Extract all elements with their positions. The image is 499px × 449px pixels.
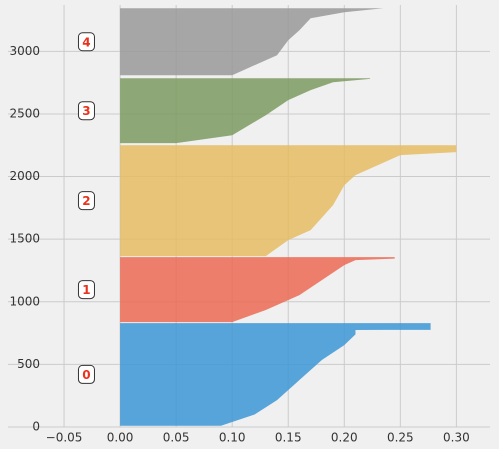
cluster-area [120, 323, 431, 426]
cluster-label: 0 [82, 368, 90, 382]
cluster-area [120, 145, 457, 257]
x-tick-label: 0.20 [331, 431, 358, 445]
x-tick-label: 0.05 [163, 431, 190, 445]
x-tick-label: −0.05 [46, 431, 83, 445]
cluster-area [120, 78, 371, 144]
cluster-label-box [77, 364, 95, 384]
cluster-label: 4 [82, 35, 90, 49]
cluster-label: 1 [82, 283, 90, 297]
cluster-label-box [77, 280, 95, 300]
y-tick-label: 3000 [9, 44, 40, 58]
y-tick-label: 500 [17, 357, 40, 371]
cluster-label-box [77, 101, 95, 121]
x-tick-label: 0.25 [387, 431, 414, 445]
y-tick-label: 1000 [9, 294, 40, 308]
cluster-label: 2 [82, 194, 90, 208]
cluster-label-box [77, 32, 95, 52]
cluster-label: 3 [82, 104, 90, 118]
y-tick-label: 2000 [9, 169, 40, 183]
x-tick-label: 0.30 [443, 431, 470, 445]
y-tick-label: 2500 [9, 106, 40, 120]
x-tick-label: 0.00 [107, 431, 134, 445]
y-tick-label: 0 [32, 420, 40, 434]
cluster-label-box [77, 191, 95, 211]
cluster-area [120, 8, 384, 76]
cluster-area [120, 257, 395, 323]
x-tick-label: 0.10 [219, 431, 246, 445]
y-tick-label: 1500 [9, 232, 40, 246]
x-tick-label: 0.15 [275, 431, 302, 445]
